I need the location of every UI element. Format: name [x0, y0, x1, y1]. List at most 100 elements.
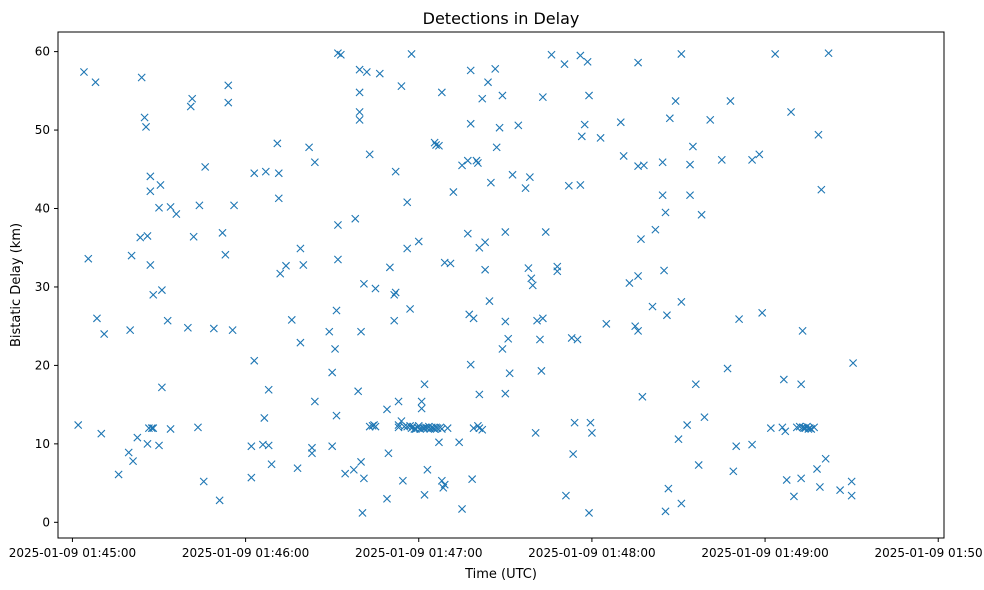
- data-point: [328, 368, 337, 377]
- data-point: [514, 121, 523, 130]
- data-point: [432, 140, 441, 149]
- data-point: [849, 359, 858, 368]
- data-point: [264, 385, 273, 394]
- data-point: [787, 108, 796, 117]
- data-point: [349, 465, 358, 474]
- data-point: [199, 477, 208, 486]
- plot-frame: [57, 31, 945, 539]
- y-tick-label: 60: [35, 45, 50, 59]
- data-point: [230, 201, 239, 210]
- data-point: [250, 356, 259, 365]
- data-point: [434, 141, 443, 150]
- data-point: [143, 439, 152, 448]
- data-point: [485, 297, 494, 306]
- data-point: [354, 387, 363, 396]
- data-point: [473, 159, 482, 167]
- data-point: [564, 181, 573, 190]
- data-point: [355, 108, 364, 117]
- data-point: [700, 413, 709, 422]
- data-point: [797, 474, 806, 483]
- y-axis-label: Bistatic Delay (km): [9, 223, 24, 347]
- data-point: [391, 288, 400, 297]
- data-point: [250, 169, 259, 178]
- data-point: [351, 214, 360, 223]
- data-point: [570, 418, 579, 427]
- data-point: [658, 191, 667, 200]
- data-point: [455, 438, 464, 447]
- data-point: [533, 316, 542, 325]
- data-point: [466, 119, 475, 128]
- data-point: [333, 221, 342, 229]
- data-point: [114, 470, 123, 479]
- data-point: [677, 297, 686, 306]
- data-point: [577, 132, 586, 141]
- data-point: [100, 330, 109, 339]
- data-point: [665, 114, 674, 123]
- data-point: [492, 143, 501, 152]
- data-point: [758, 308, 767, 317]
- data-point: [782, 475, 791, 484]
- data-point: [417, 397, 426, 406]
- data-point: [390, 290, 399, 299]
- data-point: [583, 57, 592, 66]
- data-point: [779, 375, 788, 384]
- data-point: [127, 251, 136, 260]
- data-point: [587, 428, 596, 437]
- y-axis: 0 10 20 30 40 50 60: [35, 45, 58, 529]
- x-tick-label: 2025-01-09 01:47:00: [355, 546, 482, 560]
- data-point: [524, 264, 533, 273]
- data-point: [661, 208, 670, 217]
- data-point: [694, 461, 703, 470]
- data-point: [576, 180, 585, 189]
- data-point: [276, 269, 285, 278]
- data-point: [224, 98, 233, 107]
- data-point: [129, 457, 138, 466]
- chart-title: Detections in Delay: [423, 9, 580, 28]
- data-point: [358, 508, 367, 517]
- data-point: [355, 88, 364, 97]
- data-point: [586, 418, 595, 427]
- data-point: [247, 442, 256, 451]
- data-point: [585, 508, 594, 517]
- data-point: [469, 424, 478, 433]
- x-tick-label: 2025-01-09 01:50:00: [875, 546, 984, 560]
- data-point: [149, 424, 158, 433]
- data-point: [662, 311, 671, 320]
- data-markers: [74, 49, 858, 517]
- x-tick-label: 2025-01-09 01:49:00: [701, 546, 828, 560]
- y-tick-label: 10: [35, 437, 50, 451]
- data-point: [449, 188, 458, 197]
- data-point: [792, 423, 801, 432]
- data-point: [755, 150, 764, 159]
- data-point: [155, 203, 163, 212]
- data-point: [188, 94, 197, 103]
- data-point: [661, 507, 670, 516]
- data-point: [293, 464, 302, 473]
- data-point: [732, 442, 741, 451]
- data-point: [74, 421, 83, 430]
- data-point: [406, 421, 415, 430]
- data-point: [771, 49, 780, 58]
- data-point: [538, 314, 547, 323]
- data-point: [498, 344, 507, 353]
- data-point: [527, 274, 536, 283]
- data-point: [797, 380, 806, 389]
- data-point: [537, 366, 546, 375]
- data-point: [299, 261, 308, 269]
- data-point: [371, 422, 380, 431]
- data-point: [677, 499, 686, 508]
- data-point: [407, 49, 416, 58]
- data-point: [781, 427, 790, 436]
- x-tick-label: 2025-01-09 01:45:00: [9, 546, 136, 560]
- data-point: [365, 150, 374, 159]
- data-point: [397, 82, 406, 91]
- data-point: [274, 194, 283, 203]
- data-point: [403, 422, 412, 431]
- data-point: [133, 433, 142, 442]
- data-point: [224, 81, 233, 90]
- x-axis-label: Time (UTC): [464, 567, 537, 582]
- data-point: [847, 491, 856, 500]
